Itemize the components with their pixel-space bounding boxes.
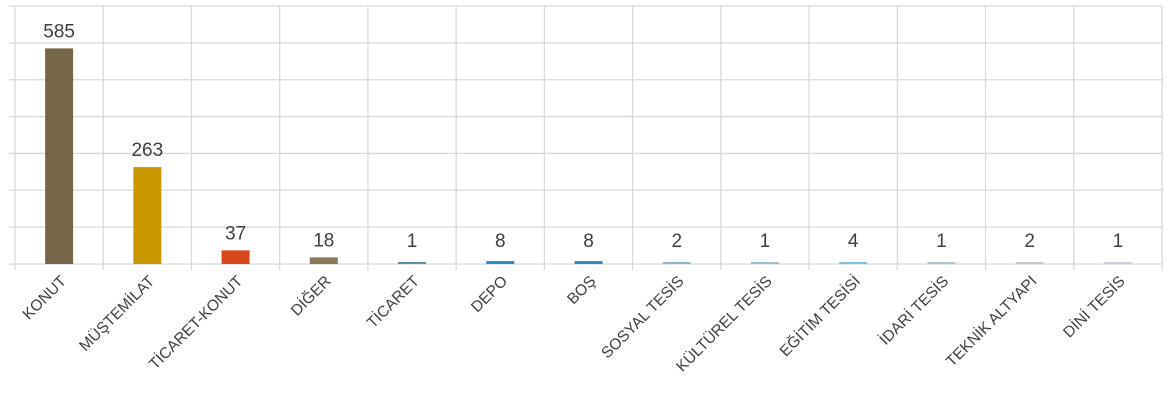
data-label: 1 [407,231,418,252]
bar [750,262,779,264]
category-label: BOŞ [564,273,599,308]
category-label: DİĞER [287,272,334,319]
bar [221,250,250,264]
data-label: 1 [1113,231,1124,252]
category-label: TİCARET-KONUT [145,272,246,373]
data-label: 4 [848,231,859,252]
data-label: 37 [225,223,246,244]
category-label: SOSYAL TESİS [598,272,688,362]
data-label: 18 [313,230,334,251]
bar [574,261,603,264]
data-label: 1 [936,231,947,252]
category-label: DİNİ TESİS [1060,272,1129,341]
bar [927,262,956,264]
data-label: 585 [43,21,75,42]
bar [486,261,515,264]
bar [133,167,162,264]
bar [309,257,338,264]
category-label: KONUT [20,272,71,323]
grid [9,5,1163,270]
category-label: İDARİ TESİS [876,272,952,348]
data-label: 8 [583,231,594,252]
category-label: EĞİTİM TESİSİ [776,272,864,360]
data-label: 8 [495,231,506,252]
category-label: TİCARET [363,272,423,332]
data-label: 1 [760,231,771,252]
bar [45,48,74,265]
bar [839,262,868,264]
bar [1103,262,1132,264]
data-label: 2 [671,231,682,252]
bar [1015,262,1044,264]
bars [45,48,1132,265]
data-label: 263 [131,140,163,161]
category-label: KÜLTÜREL TESİS [673,272,776,375]
category-label: MÜŞTEMİLAT [76,272,159,355]
category-label: TEKNİK ALTYAPI [942,272,1040,370]
bar [662,262,691,264]
data-label: 2 [1024,231,1035,252]
category-label: DEPO [468,273,511,316]
bar [398,262,427,264]
